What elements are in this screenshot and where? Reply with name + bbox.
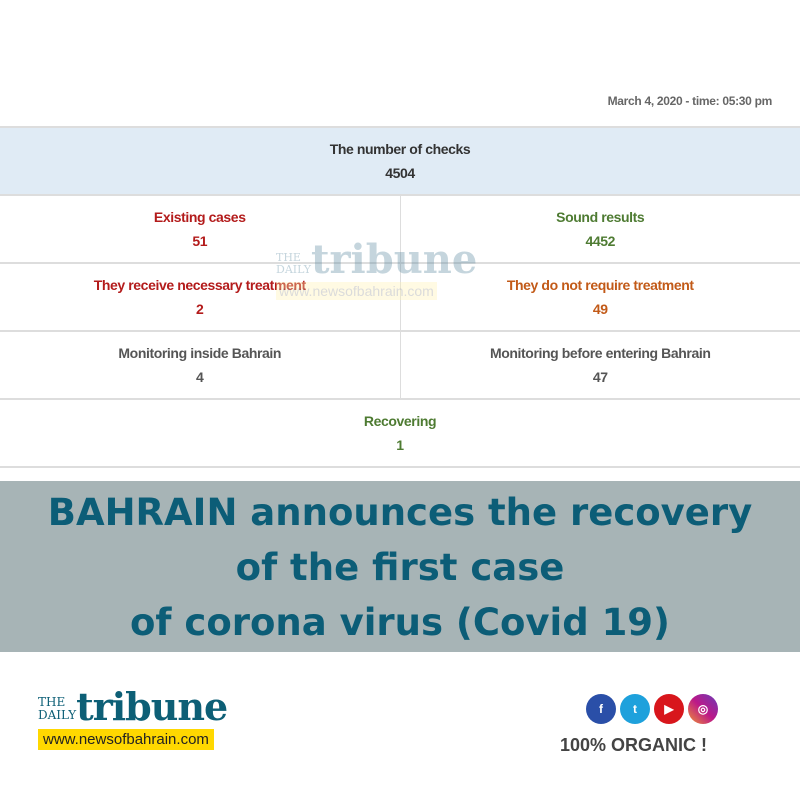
twitter-icon[interactable]: t xyxy=(620,694,650,724)
youtube-icon[interactable]: ▶ xyxy=(654,694,684,724)
instagram-icon[interactable]: ◎ xyxy=(688,694,718,724)
existing-cases-label: Existing cases xyxy=(153,209,246,225)
monitoring-inside-label: Monitoring inside Bahrain xyxy=(118,345,282,361)
treatment-label: They receive necessary treatment xyxy=(93,277,307,293)
logo-the: THE xyxy=(38,695,66,709)
no-treatment-label: They do not require treatment xyxy=(506,277,694,293)
checks-label: The number of checks xyxy=(329,141,471,157)
social-icons: f t ▶ ◎ xyxy=(586,694,718,724)
sound-results-value: 4452 xyxy=(585,233,616,249)
checks-value: 4504 xyxy=(385,165,415,181)
date-time: March 4, 2020 - time: 05:30 pm xyxy=(607,94,773,108)
monitoring-before-label: Monitoring before entering Bahrain xyxy=(489,345,711,361)
checks-row: The number of checks 4504 xyxy=(0,126,800,194)
headline-line: of corona virus (Covid 19) xyxy=(130,601,670,644)
no-treatment-value: 49 xyxy=(592,301,608,317)
table-row: Monitoring inside Bahrain 4 Monitoring be… xyxy=(0,330,800,398)
table-row: Existing cases 51 Sound results 4452 xyxy=(0,194,800,262)
logo-daily: DAILY xyxy=(38,708,77,722)
tribune-logo: THE DAILYtribune www.newsofbahrain.com xyxy=(38,688,228,750)
tagline: 100% ORGANIC ! xyxy=(560,735,708,755)
headline-banner: BAHRAIN announces the recovery of the fi… xyxy=(0,481,800,652)
logo-name: tribune xyxy=(76,684,228,729)
facebook-icon[interactable]: f xyxy=(586,694,616,724)
headline-line: of the first case xyxy=(235,546,565,589)
treatment-value: 2 xyxy=(196,301,204,317)
stats-table: The number of checks 4504 Existing cases 5… xyxy=(0,126,800,468)
recovering-value: 1 xyxy=(396,437,404,453)
recovering-row: Recovering 1 xyxy=(0,398,800,468)
table-row: They receive necessary treatment 2 They d… xyxy=(0,262,800,330)
monitoring-inside-value: 4 xyxy=(196,369,204,385)
sound-results-label: Sound results xyxy=(556,209,645,225)
existing-cases-value: 51 xyxy=(192,233,208,249)
recovering-label: Recovering xyxy=(363,413,437,429)
monitoring-before-value: 47 xyxy=(592,369,608,385)
headline-line: BAHRAIN announces the recovery xyxy=(47,491,753,534)
logo-url: www.newsofbahrain.com xyxy=(38,729,214,750)
